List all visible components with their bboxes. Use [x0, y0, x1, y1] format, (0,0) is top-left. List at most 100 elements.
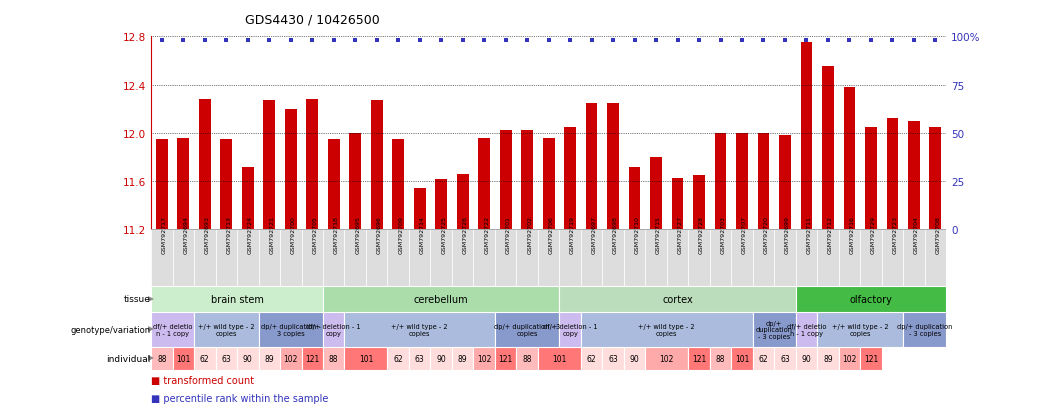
Text: dp/+ duplication
- 3 copies: dp/+ duplication - 3 copies: [897, 323, 952, 336]
Bar: [388, 347, 408, 370]
Text: genotype/variation: genotype/variation: [71, 325, 151, 334]
Bar: [151, 230, 173, 286]
Bar: [543, 138, 554, 230]
Bar: [521, 131, 534, 230]
Text: dp/+
duplication
- 3 copies: dp/+ duplication - 3 copies: [755, 320, 793, 339]
Text: GSM792713: GSM792713: [226, 216, 231, 253]
Text: 90: 90: [629, 354, 640, 363]
Bar: [495, 347, 517, 370]
Text: dp/+ duplication -
3 copies: dp/+ duplication - 3 copies: [260, 323, 321, 336]
Text: 63: 63: [609, 354, 618, 363]
Text: GSM792717: GSM792717: [162, 216, 167, 253]
Text: GSM792696: GSM792696: [377, 216, 381, 253]
Text: 101: 101: [176, 354, 191, 363]
Text: GSM792706: GSM792706: [549, 216, 553, 253]
Text: 88: 88: [522, 354, 531, 363]
Text: df/+ deletion - 1
copy: df/+ deletion - 1 copy: [543, 323, 597, 336]
Bar: [602, 347, 624, 370]
Text: GSM792728: GSM792728: [699, 216, 704, 253]
Bar: [430, 230, 452, 286]
Bar: [903, 230, 924, 286]
Text: ■ percentile rank within the sample: ■ percentile rank within the sample: [151, 393, 328, 403]
Text: +/+ wild type - 2
copies: +/+ wild type - 2 copies: [639, 323, 695, 336]
Text: GSM792712: GSM792712: [828, 216, 833, 253]
Bar: [929, 128, 941, 230]
Text: GSM792726: GSM792726: [463, 216, 468, 253]
Bar: [672, 178, 684, 230]
Bar: [456, 174, 469, 230]
Text: GSM792705: GSM792705: [313, 216, 317, 253]
Bar: [323, 312, 345, 347]
Bar: [645, 230, 667, 286]
Bar: [345, 347, 388, 370]
Bar: [844, 88, 855, 230]
Text: GSM792711: GSM792711: [807, 216, 812, 253]
Text: 88: 88: [716, 354, 725, 363]
Bar: [237, 347, 258, 370]
Bar: [586, 103, 597, 230]
Bar: [430, 347, 452, 370]
Text: 121: 121: [498, 354, 513, 363]
Bar: [580, 347, 602, 370]
Bar: [538, 347, 580, 370]
Bar: [882, 230, 903, 286]
Bar: [796, 312, 817, 347]
Bar: [473, 347, 495, 370]
Bar: [624, 230, 645, 286]
Bar: [602, 230, 624, 286]
Bar: [258, 312, 323, 347]
Text: tissue: tissue: [124, 294, 151, 304]
Bar: [731, 230, 752, 286]
Text: 89: 89: [457, 354, 468, 363]
Bar: [173, 230, 194, 286]
Bar: [328, 140, 340, 230]
Bar: [774, 347, 796, 370]
Bar: [580, 312, 752, 347]
Text: df/+ deletio
n - 1 copy: df/+ deletio n - 1 copy: [153, 323, 193, 336]
Text: GSM792725: GSM792725: [441, 216, 446, 253]
Text: GSM792727: GSM792727: [677, 216, 683, 254]
Bar: [452, 230, 473, 286]
Text: GSM792715: GSM792715: [656, 216, 661, 253]
Bar: [264, 101, 275, 230]
Bar: [560, 286, 796, 312]
Bar: [194, 347, 216, 370]
Text: 121: 121: [864, 354, 878, 363]
Text: GSM792716: GSM792716: [849, 216, 854, 253]
Bar: [624, 347, 645, 370]
Text: 101: 101: [735, 354, 749, 363]
Bar: [607, 103, 619, 230]
Bar: [564, 128, 576, 230]
Bar: [306, 100, 318, 230]
Text: GSM792720: GSM792720: [764, 216, 769, 253]
Text: 89: 89: [823, 354, 833, 363]
Bar: [796, 347, 817, 370]
Text: df/+ deletion - 1
copy: df/+ deletion - 1 copy: [306, 323, 361, 336]
Bar: [715, 133, 726, 230]
Bar: [861, 347, 882, 370]
Text: +/+ wild type - 2
copies: +/+ wild type - 2 copies: [392, 323, 448, 336]
Bar: [323, 347, 345, 370]
Bar: [817, 312, 903, 347]
Text: 101: 101: [552, 354, 567, 363]
Bar: [156, 140, 168, 230]
Bar: [473, 230, 495, 286]
Bar: [216, 347, 237, 370]
Bar: [903, 312, 946, 347]
Text: GSM792722: GSM792722: [485, 216, 489, 254]
Bar: [173, 347, 194, 370]
Bar: [301, 347, 323, 370]
Bar: [774, 230, 796, 286]
Text: GSM792704: GSM792704: [914, 216, 919, 253]
Bar: [667, 230, 689, 286]
Text: individual: individual: [106, 354, 151, 363]
Bar: [817, 230, 839, 286]
Text: +/+ wild type - 2
copies: +/+ wild type - 2 copies: [198, 323, 254, 336]
Bar: [194, 312, 258, 347]
Bar: [800, 43, 813, 230]
Bar: [199, 100, 210, 230]
Bar: [796, 286, 946, 312]
Bar: [366, 230, 388, 286]
Bar: [650, 158, 662, 230]
Text: GSM792724: GSM792724: [248, 216, 253, 254]
